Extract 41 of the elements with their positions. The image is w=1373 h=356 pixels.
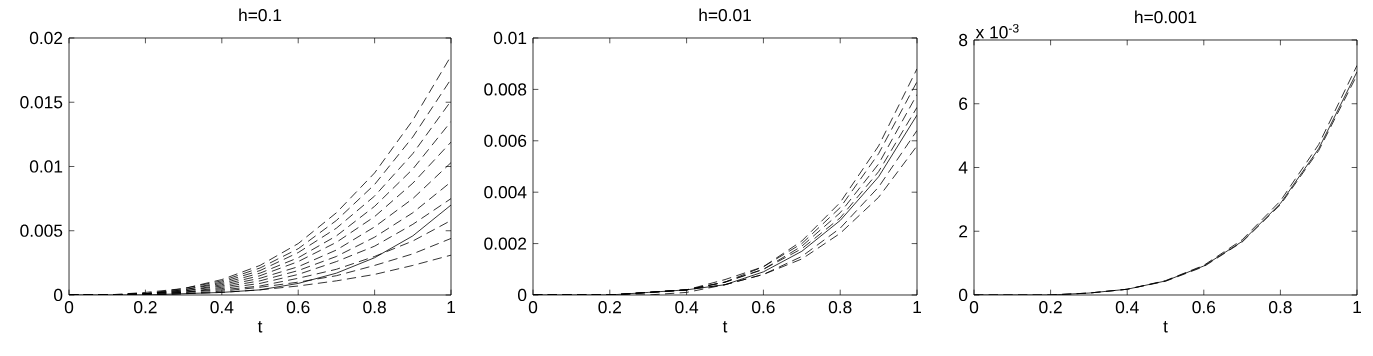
y-tick-label: 0.005 xyxy=(20,224,63,237)
y-tick-label: 0.006 xyxy=(484,134,527,147)
x-axis-title: t xyxy=(257,321,263,333)
y-tick-label: 0.01 xyxy=(493,31,527,45)
y-tick-label: 4 xyxy=(958,161,968,174)
x-tick-label: 0.2 xyxy=(1039,301,1062,314)
x-axis-title: t xyxy=(722,321,728,333)
y-tick-label: 8 xyxy=(959,33,968,47)
x-tick-label: 1 xyxy=(913,301,921,313)
x-tick-label: 0 xyxy=(969,301,979,314)
y-tick-label: 6 xyxy=(959,97,968,110)
chart-title: h=0.1 xyxy=(239,8,282,22)
x-tick-label: 0.8 xyxy=(1269,301,1292,314)
x-tick-label: 0 xyxy=(528,301,538,314)
x-tick-label: 0 xyxy=(64,301,74,314)
chart-title: h=0.01 xyxy=(699,8,751,22)
x-tick-label: 1 xyxy=(1353,301,1361,313)
x-tick-label: 0.6 xyxy=(286,301,310,314)
y-tick-label: 0 xyxy=(54,288,63,302)
chart-title: h=0.001 xyxy=(1135,10,1197,24)
x-tick-label: 0.2 xyxy=(134,301,157,314)
y-tick-label: 0 xyxy=(518,288,527,302)
x-tick-label: 0.6 xyxy=(1192,301,1216,314)
y-tick-label: 0.02 xyxy=(29,31,63,45)
y-tick-label: 0 xyxy=(958,288,968,302)
x-axis-title: t xyxy=(1163,321,1168,333)
x-tick-label: 0.8 xyxy=(363,301,386,314)
y-tick-label: 0.015 xyxy=(20,96,63,109)
y-tick-label: 0.008 xyxy=(484,83,527,96)
x-tick-label: 1 xyxy=(447,301,455,313)
y-tick-label: 0.004 xyxy=(484,186,527,199)
x-tick-label: 0.2 xyxy=(598,301,621,314)
x-tick-label: 0.8 xyxy=(828,301,852,314)
x-tick-label: 0.6 xyxy=(752,301,775,314)
x-tick-label: 0.4 xyxy=(210,301,234,314)
text: x 10$^{-3}$ xyxy=(975,23,1019,39)
x-tick-label: 0.4 xyxy=(675,301,699,314)
y-tick-label: 0.01 xyxy=(29,160,63,173)
y-tick-label: 0.002 xyxy=(484,237,527,250)
y-tick-label: 2 xyxy=(959,225,968,238)
x-tick-label: 0.4 xyxy=(1115,301,1139,314)
